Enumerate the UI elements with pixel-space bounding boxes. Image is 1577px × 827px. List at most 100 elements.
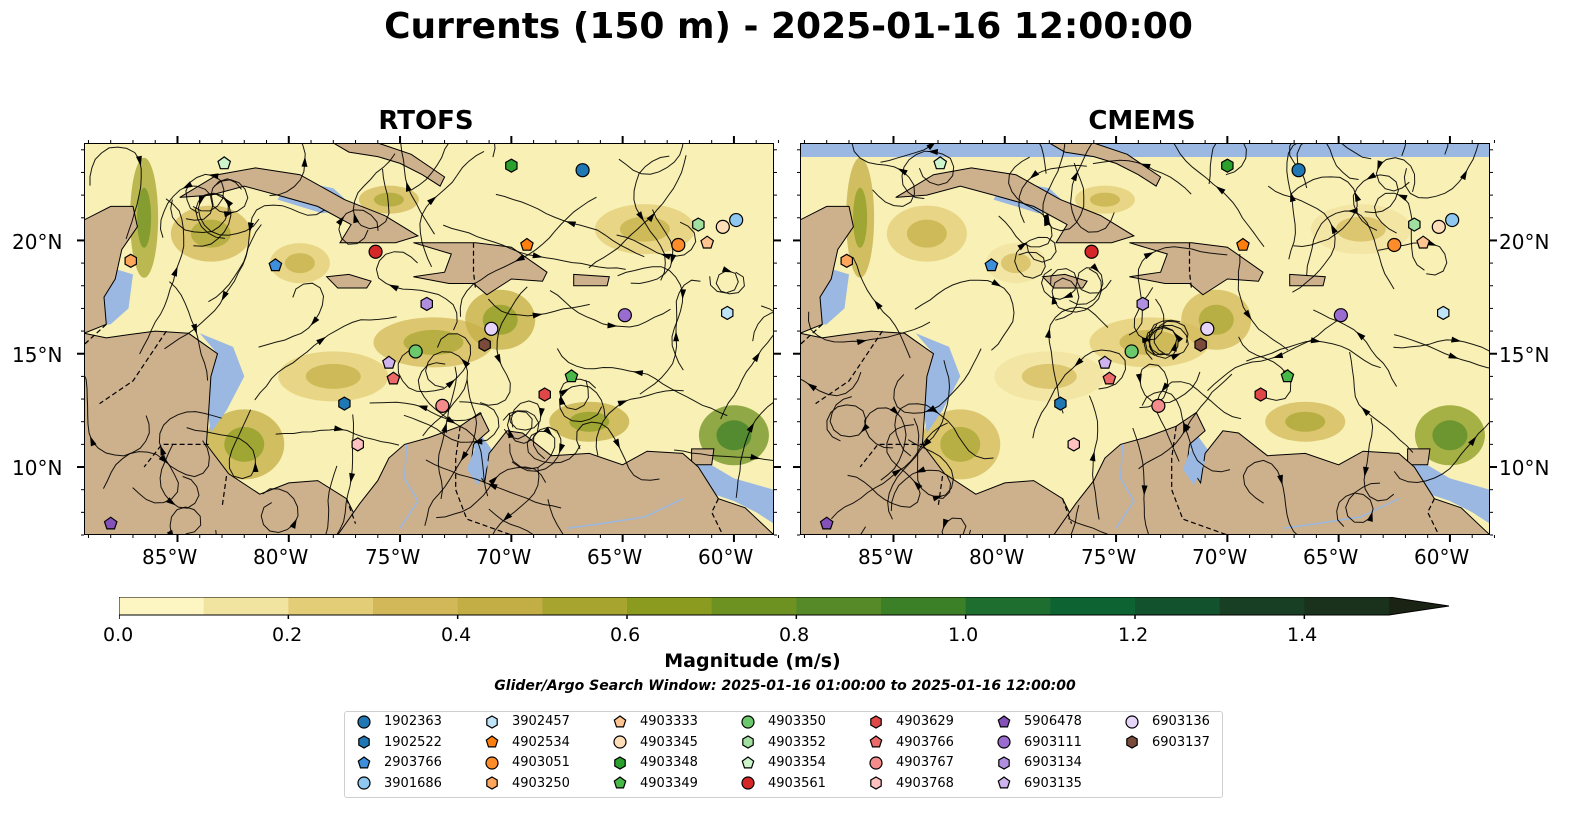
float-marker-4903354[interactable] bbox=[217, 156, 232, 170]
float-marker-6903111[interactable] bbox=[617, 308, 632, 323]
colorbar-segment bbox=[965, 597, 1051, 615]
float-legend: 1902363 1902522 2903766 3901686 3902457 49025… bbox=[344, 711, 1223, 798]
legend-item-6903135: 6903135 bbox=[997, 776, 1082, 791]
legend-label: 4903250 bbox=[512, 775, 570, 791]
float-marker-3901686[interactable] bbox=[729, 212, 744, 228]
float-marker-4903767[interactable] bbox=[1151, 398, 1166, 413]
float-marker-1902522[interactable] bbox=[1054, 396, 1067, 411]
pentagon-marker-icon bbox=[613, 714, 627, 727]
float-marker-1902522[interactable] bbox=[338, 396, 351, 411]
float-marker-4903349[interactable] bbox=[1280, 369, 1295, 383]
float-marker-4903348[interactable] bbox=[1221, 158, 1234, 173]
float-marker-4903768[interactable] bbox=[1067, 437, 1080, 452]
legend-marker-6903136[interactable] bbox=[1125, 714, 1139, 729]
float-marker-4903250[interactable] bbox=[840, 253, 854, 268]
float-marker-6903137[interactable] bbox=[478, 337, 491, 352]
legend-marker-4903051[interactable] bbox=[485, 755, 499, 770]
float-marker-6903135[interactable] bbox=[1098, 355, 1112, 369]
float-marker-4903333[interactable] bbox=[700, 235, 715, 249]
float-marker-4903767[interactable] bbox=[435, 398, 450, 413]
legend-marker-4903629[interactable] bbox=[870, 714, 882, 729]
lon-tick-85w-left: 85°W bbox=[142, 545, 198, 569]
legend-marker-4903333[interactable] bbox=[613, 714, 627, 727]
legend-label: 1902363 bbox=[384, 714, 442, 729]
legend-marker-4903561[interactable] bbox=[741, 776, 755, 790]
float-marker-5906478[interactable] bbox=[103, 516, 118, 530]
float-marker-6903111[interactable] bbox=[1333, 308, 1348, 323]
float-marker-4903350[interactable] bbox=[408, 344, 423, 359]
legend-marker-4902534[interactable] bbox=[485, 735, 499, 748]
legend-marker-4903348[interactable] bbox=[614, 755, 626, 770]
float-marker-6903136[interactable] bbox=[1200, 321, 1215, 336]
float-marker-3901686[interactable] bbox=[1445, 212, 1460, 228]
float-marker-4903766[interactable] bbox=[386, 371, 401, 385]
legend-marker-4903350[interactable] bbox=[741, 714, 755, 729]
float-marker-4903561[interactable] bbox=[1084, 244, 1099, 259]
map-rtofs[interactable] bbox=[84, 143, 774, 535]
float-marker-5906478[interactable] bbox=[819, 516, 834, 530]
float-marker-4903350[interactable] bbox=[1124, 344, 1139, 359]
legend-marker-6903111[interactable] bbox=[997, 735, 1011, 749]
legend-label: 4903561 bbox=[768, 775, 826, 791]
float-marker-2903766[interactable] bbox=[268, 258, 283, 272]
legend-marker-4903766[interactable] bbox=[869, 735, 883, 748]
legend-marker-6903137[interactable] bbox=[1126, 735, 1138, 749]
colorbar-segment bbox=[203, 597, 289, 615]
colorbar-segment bbox=[119, 597, 205, 615]
float-marker-2903766[interactable] bbox=[984, 258, 999, 272]
circle-marker-icon bbox=[357, 776, 371, 790]
legend-marker-1902522[interactable] bbox=[358, 735, 370, 749]
legend-marker-3902457[interactable] bbox=[486, 714, 498, 729]
float-marker-4903250[interactable] bbox=[124, 253, 138, 268]
float-marker-4903051[interactable] bbox=[1387, 237, 1402, 253]
float-marker-3902457[interactable] bbox=[1436, 305, 1450, 321]
float-marker-4903051[interactable] bbox=[671, 237, 686, 253]
float-marker-1902363[interactable] bbox=[1291, 163, 1306, 178]
legend-marker-5906478[interactable] bbox=[997, 714, 1011, 727]
legend-marker-4903352[interactable] bbox=[742, 735, 754, 749]
lat-tick-20n-left: 20°N bbox=[12, 230, 63, 254]
lat-tick-10n-right: 10°N bbox=[1499, 456, 1550, 480]
legend-marker-2903766[interactable] bbox=[357, 755, 371, 768]
float-marker-4903345[interactable] bbox=[1431, 219, 1446, 234]
legend-marker-4903354[interactable] bbox=[741, 755, 755, 768]
land-mass bbox=[1048, 143, 1162, 187]
float-marker-4903629[interactable] bbox=[538, 387, 551, 402]
float-marker-3902457[interactable] bbox=[720, 305, 734, 321]
legend-marker-4903345[interactable] bbox=[613, 735, 627, 749]
legend-item-6903137: 6903137 bbox=[1125, 735, 1210, 750]
float-marker-6903137[interactable] bbox=[1194, 337, 1207, 352]
land-mass bbox=[1129, 242, 1264, 296]
float-marker-4903345[interactable] bbox=[715, 219, 730, 234]
float-marker-4903629[interactable] bbox=[1254, 387, 1267, 402]
float-marker-4903333[interactable] bbox=[1416, 235, 1431, 249]
legend-marker-4903250[interactable] bbox=[486, 776, 498, 790]
float-marker-1902363[interactable] bbox=[575, 163, 590, 178]
float-marker-4903766[interactable] bbox=[1102, 371, 1117, 385]
float-marker-4903354[interactable] bbox=[933, 156, 948, 170]
float-marker-4902534[interactable] bbox=[520, 237, 534, 251]
float-marker-4903768[interactable] bbox=[351, 437, 364, 452]
legend-marker-4903349[interactable] bbox=[613, 776, 627, 789]
float-marker-4902534[interactable] bbox=[1236, 237, 1250, 251]
float-marker-4903348[interactable] bbox=[505, 158, 518, 173]
float-marker-6903135[interactable] bbox=[382, 355, 396, 369]
legend-marker-4903768[interactable] bbox=[870, 776, 882, 790]
legend-marker-4903767[interactable] bbox=[869, 755, 883, 770]
colorbar-scale bbox=[118, 596, 1450, 619]
map-cmems[interactable] bbox=[800, 143, 1490, 535]
legend-marker-6903134[interactable] bbox=[998, 755, 1010, 770]
legend-marker-3901686[interactable] bbox=[357, 776, 371, 790]
hexagon-marker-icon bbox=[870, 714, 882, 729]
float-marker-6903136[interactable] bbox=[484, 321, 499, 336]
float-marker-4903349[interactable] bbox=[564, 369, 579, 383]
float-marker-4903561[interactable] bbox=[368, 244, 383, 259]
hexagon-marker-icon bbox=[1126, 735, 1138, 749]
legend-marker-6903135[interactable] bbox=[997, 776, 1011, 789]
float-marker-6903134[interactable] bbox=[420, 296, 433, 312]
legend-marker-1902363[interactable] bbox=[357, 714, 371, 729]
float-marker-4903352[interactable] bbox=[692, 217, 705, 232]
float-marker-6903134[interactable] bbox=[1136, 296, 1149, 312]
float-marker-4903352[interactable] bbox=[1408, 217, 1421, 232]
hexagon-marker-icon bbox=[614, 755, 626, 770]
